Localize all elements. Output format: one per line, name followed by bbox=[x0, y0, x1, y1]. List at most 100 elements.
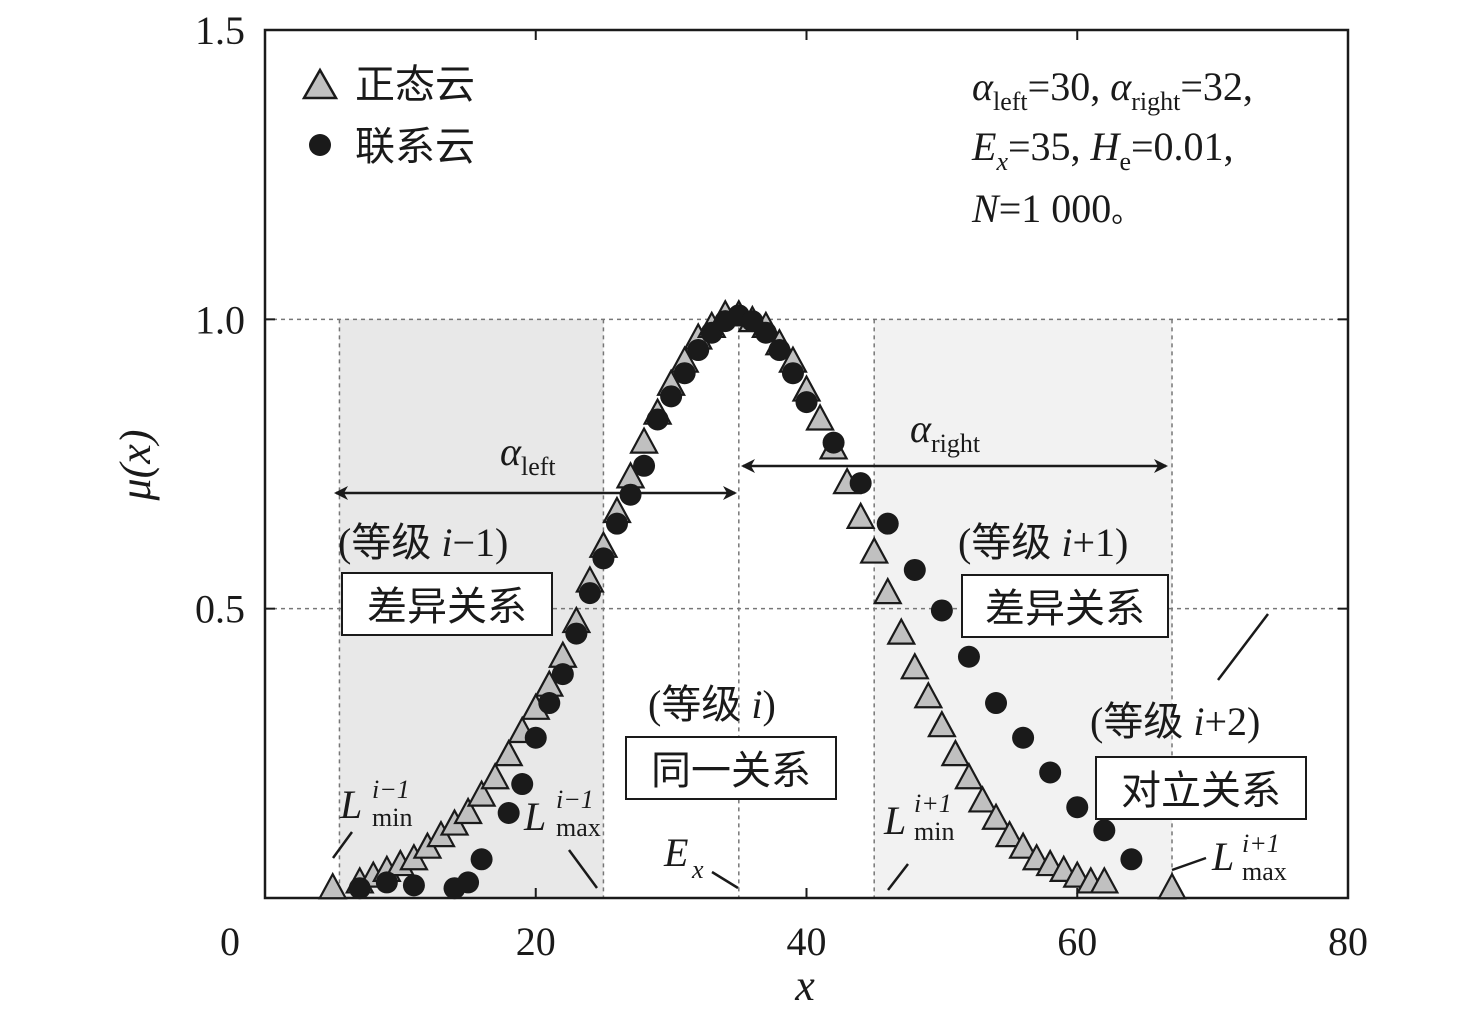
triangle-point bbox=[845, 501, 876, 529]
triangle-point bbox=[1089, 866, 1120, 894]
y-tick-label: 0.5 bbox=[195, 587, 245, 632]
triangle-point bbox=[1008, 831, 1038, 859]
circle-point bbox=[619, 483, 642, 506]
circle-point bbox=[457, 871, 480, 894]
triangle-point bbox=[899, 652, 930, 680]
axis-ticks bbox=[264, 29, 1349, 898]
x-tick-label: 20 bbox=[516, 919, 556, 964]
triangle-point bbox=[994, 819, 1025, 848]
circle-point bbox=[822, 431, 845, 454]
circle-point bbox=[1012, 726, 1035, 749]
circle-point bbox=[578, 582, 601, 605]
box-opposite-frame bbox=[1095, 756, 1307, 820]
alpha-left-label: αleft bbox=[500, 429, 556, 481]
circle-point bbox=[768, 339, 791, 362]
triangle-point bbox=[317, 871, 348, 900]
legend: 正态云 联系云 bbox=[301, 62, 475, 169]
x-tick-label: 60 bbox=[1057, 919, 1097, 964]
svg-text:L: L bbox=[339, 782, 362, 827]
triangle-point bbox=[940, 738, 971, 767]
box-same: 同一关系 bbox=[651, 748, 811, 793]
circle-point bbox=[497, 801, 520, 824]
x-tick-label: 80 bbox=[1328, 919, 1368, 964]
triangle-point bbox=[927, 709, 957, 738]
circle-point bbox=[565, 622, 588, 645]
grade-label-i-plus-2: (等级 i+2) bbox=[1090, 699, 1260, 744]
svg-text:i−1: i−1 bbox=[556, 785, 594, 814]
grade-label-i-minus-1: (等级 i−1) bbox=[338, 520, 508, 565]
Ex-label: E x bbox=[663, 830, 739, 890]
svg-text:i+1: i+1 bbox=[1242, 829, 1280, 858]
circle-point bbox=[660, 385, 683, 408]
svg-text:E: E bbox=[663, 830, 688, 875]
circle-point bbox=[754, 321, 777, 344]
y-axis-label: μ(x) bbox=[111, 430, 160, 502]
svg-text:L: L bbox=[523, 794, 546, 839]
grade-label-i-plus-1: (等级 i+1) bbox=[958, 520, 1128, 565]
triangle-point bbox=[954, 761, 984, 790]
legend-label-connection-cloud: 联系云 bbox=[355, 124, 475, 169]
triangle-point bbox=[859, 536, 890, 564]
circle-point bbox=[633, 454, 656, 477]
circle-point bbox=[985, 692, 1008, 715]
circle-point bbox=[551, 663, 574, 686]
circle-point bbox=[511, 773, 534, 796]
circle-point bbox=[795, 391, 818, 414]
L-min-i-plus-1-label: L i+1 min bbox=[883, 789, 954, 891]
legend-label-normal-cloud: 正态云 bbox=[355, 62, 475, 107]
triangle-point bbox=[872, 576, 903, 605]
L-max-i-plus-1-label: L i+1 max bbox=[1171, 829, 1287, 886]
L-max-i-minus-1-label: L i−1 max bbox=[523, 785, 601, 889]
circle-point bbox=[903, 558, 926, 581]
circle-point bbox=[1120, 848, 1143, 871]
params-line-1: αleft=30, αright=32, bbox=[972, 64, 1253, 116]
grade-label-i: (等级 i) bbox=[648, 682, 776, 727]
triangle-point bbox=[466, 779, 497, 807]
circle-point bbox=[348, 877, 371, 900]
svg-text:L: L bbox=[1211, 834, 1234, 879]
circle-point bbox=[876, 512, 899, 535]
circle-point bbox=[1039, 761, 1062, 784]
triangle-point bbox=[480, 761, 510, 790]
box-opposite: 对立关系 bbox=[1121, 768, 1281, 813]
circle-point bbox=[375, 871, 398, 894]
circle-point bbox=[592, 547, 615, 570]
circle-point bbox=[849, 472, 872, 495]
svg-text:min: min bbox=[914, 817, 954, 846]
circle-point bbox=[687, 339, 710, 362]
legend-marker-triangle bbox=[301, 67, 339, 100]
x-tick-label: 40 bbox=[787, 919, 827, 964]
params-line-3: N=1 000。 bbox=[971, 186, 1141, 231]
circle-point bbox=[524, 726, 547, 749]
triangle-point bbox=[967, 785, 998, 813]
series-connection-cloud bbox=[348, 304, 1143, 900]
circle-point bbox=[781, 362, 804, 385]
triangle-point bbox=[886, 617, 917, 645]
legend-marker-circle bbox=[309, 134, 331, 156]
triangle-point bbox=[453, 796, 483, 825]
x-axis-label: x bbox=[794, 961, 815, 1010]
circle-point bbox=[957, 645, 980, 668]
circle-point bbox=[646, 408, 669, 431]
circle-point bbox=[1093, 819, 1116, 842]
circle-point bbox=[538, 692, 561, 715]
y-tick-label: 1.5 bbox=[195, 8, 245, 53]
svg-text:L: L bbox=[883, 798, 906, 843]
circle-point bbox=[605, 512, 628, 535]
triangle-point bbox=[1157, 871, 1187, 900]
box-diff-left: 差异关系 bbox=[367, 584, 527, 629]
circle-point bbox=[402, 874, 425, 897]
circle-point bbox=[930, 599, 953, 622]
circle-point bbox=[470, 848, 493, 871]
triangle-point bbox=[805, 403, 835, 431]
circle-point bbox=[1066, 796, 1089, 819]
alpha-right-label: αright bbox=[910, 406, 981, 458]
x-tick-labels: 0 20 40 60 80 bbox=[220, 919, 1368, 964]
triangle-point bbox=[981, 802, 1011, 830]
svg-text:x: x bbox=[691, 855, 704, 884]
box-same-frame bbox=[625, 736, 837, 800]
x-tick-label: 0 bbox=[220, 919, 240, 964]
box-diff-right-frame bbox=[961, 574, 1169, 638]
y-tick-label: 1.0 bbox=[195, 297, 245, 342]
